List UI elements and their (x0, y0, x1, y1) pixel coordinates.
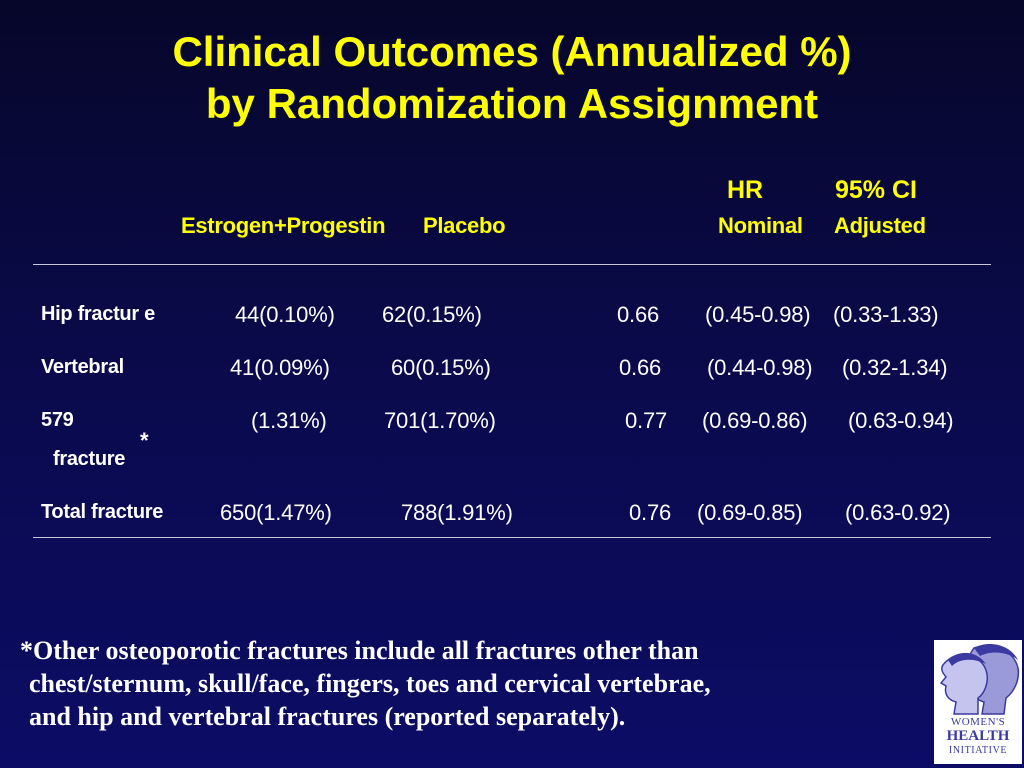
header-estrogen-progestin: Estrogen+Progestin (181, 213, 386, 238)
row-label-other-fracture-number: 579 (41, 409, 74, 431)
footnote-line-2: chest/sternum, skull/face, fingers, toes… (29, 669, 711, 698)
cell-vertebral-adjusted: (0.32-1.34) (842, 355, 948, 380)
logo-text-initiative: INITIATIVE (948, 745, 1008, 756)
footnote-line-3: and hip and vertebral fractures (reporte… (29, 702, 626, 731)
cell-vertebral-ep: 41(0.09%) (230, 355, 330, 380)
cell-vertebral-hr: 0.66 (619, 355, 662, 380)
table-top-rule (33, 264, 991, 265)
cell-hip-nominal: (0.45-0.98) (705, 302, 811, 327)
cell-total-ep: 650(1.47%) (220, 500, 332, 525)
women-profiles-icon (939, 644, 1020, 715)
title-line-2: by Randomization Assignment (205, 80, 819, 127)
header-hr: HR (727, 176, 764, 204)
row-label-total-fracture: Total fracture (41, 501, 164, 523)
cell-hip-hr: 0.66 (617, 302, 660, 327)
whi-logo: WOMEN'S HEALTH INITIATIVE (934, 640, 1022, 764)
slide-title: Clinical Outcomes (Annualized %) by Rand… (0, 26, 1024, 130)
cell-hip-adjusted: (0.33-1.33) (833, 302, 939, 327)
cell-other-nominal: (0.69-0.86) (702, 408, 808, 433)
cell-total-placebo: 788(1.91%) (401, 500, 513, 525)
cell-other-adjusted: (0.63-0.94) (848, 408, 954, 433)
table-bottom-rule (33, 537, 991, 538)
row-label-vertebral: Vertebral (41, 356, 124, 378)
footnote-line-1: *Other osteoporotic fractures include al… (20, 636, 699, 665)
cell-total-hr: 0.76 (629, 500, 672, 525)
header-adjusted: Adjusted (834, 213, 926, 238)
logo-text-health: HEALTH (946, 728, 1010, 744)
header-nominal: Nominal (718, 213, 803, 238)
logo-text-womens: WOMEN'S (950, 716, 1006, 728)
cell-hip-ep: 44(0.10%) (235, 302, 335, 327)
cell-total-nominal: (0.69-0.85) (697, 500, 803, 525)
header-placebo: Placebo (423, 213, 506, 238)
cell-hip-placebo: 62(0.15%) (382, 302, 482, 327)
cell-vertebral-nominal: (0.44-0.98) (707, 355, 813, 380)
cell-total-adjusted: (0.63-0.92) (845, 500, 951, 525)
cell-other-ep: (1.31%) (251, 408, 327, 433)
row-label-other-fracture-text: fracture (53, 448, 126, 470)
cell-vertebral-placebo: 60(0.15%) (391, 355, 491, 380)
footnote: *Other osteoporotic fractures include al… (20, 634, 930, 733)
row-label-hip-fracture: Hip fractur e (41, 303, 155, 325)
cell-other-hr: 0.77 (625, 408, 668, 433)
header-ci: 95% CI (835, 176, 917, 204)
cell-other-placebo: 701(1.70%) (384, 408, 496, 433)
footnote-asterisk: * (140, 428, 149, 453)
title-line-1: Clinical Outcomes (Annualized %) (172, 28, 852, 75)
